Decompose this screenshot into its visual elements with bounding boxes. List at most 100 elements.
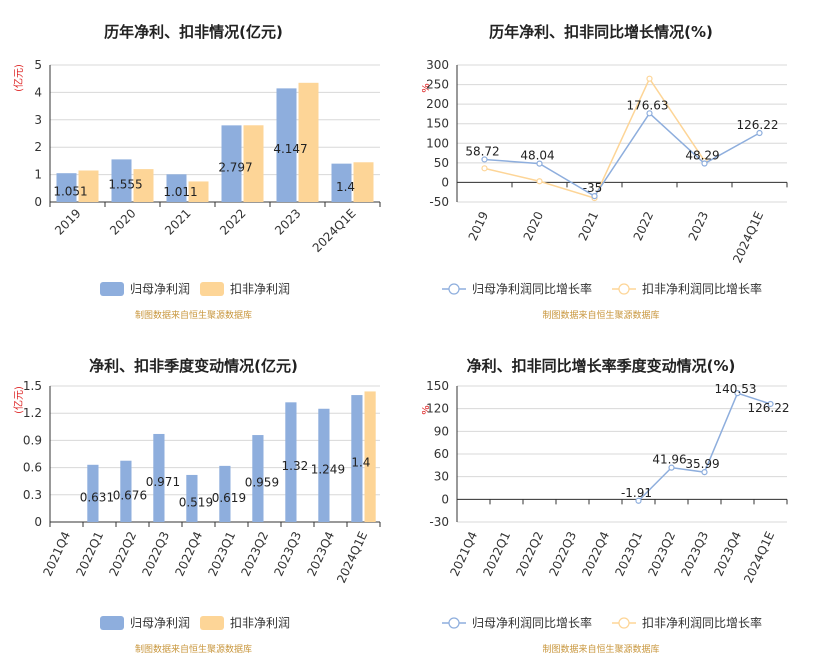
data-label: 0.631 xyxy=(80,490,114,504)
x-tick-label: 2023Q4 xyxy=(711,529,744,578)
y-tick-label: 0 xyxy=(441,175,449,189)
data-label: 1.249 xyxy=(311,462,345,476)
bar xyxy=(166,174,187,202)
y-tick-label: 3 xyxy=(34,113,42,127)
bar xyxy=(331,163,352,202)
bar xyxy=(351,395,363,522)
line-point xyxy=(481,156,488,163)
bar xyxy=(318,408,330,522)
y-tick-label: 50 xyxy=(434,156,449,170)
bar xyxy=(188,181,209,202)
data-label: 1.4 xyxy=(351,456,370,470)
x-tick-label: 2023Q2 xyxy=(238,529,271,578)
y-tick-label: 60 xyxy=(434,447,449,461)
data-label: 1.051 xyxy=(53,185,87,199)
x-tick-label: 2023 xyxy=(686,209,712,243)
bar xyxy=(87,464,99,522)
data-label: -1.91 xyxy=(621,486,652,500)
y-tick-label: 0.3 xyxy=(23,488,42,502)
legend-label: 扣非净利润 xyxy=(230,616,290,630)
panel-annual-profit: 历年净利、扣非情况(亿元) (亿元) 0 1 2 3 4 5 2019 2020 2021 2022 2… xyxy=(0,0,407,334)
data-label: 176.63 xyxy=(627,98,669,112)
y-unit-label: (亿元) xyxy=(12,386,25,414)
legend: 归母净利润 扣非净利润 xyxy=(100,282,290,296)
chart-title: 历年净利、扣非同比增长情况(%) xyxy=(489,23,713,41)
x-tick-label: 2022Q4 xyxy=(579,529,612,578)
x-tick-label: 2023Q1 xyxy=(612,529,645,578)
bar xyxy=(186,474,198,522)
y-unit-label: % xyxy=(421,405,432,415)
data-label: 2.797 xyxy=(218,161,252,175)
bar xyxy=(252,435,264,522)
x-tick-label: 2022Q1 xyxy=(480,529,513,578)
legend-marker xyxy=(618,283,630,295)
bar xyxy=(276,88,297,202)
y-unit-label: (亿元) xyxy=(12,64,25,92)
x-tick-label: 2020 xyxy=(521,209,547,243)
y-tick-label: -50 xyxy=(429,195,449,209)
line-point xyxy=(646,75,653,82)
legend: 归母净利润同比增长率 扣非净利润同比增长率 xyxy=(442,281,762,296)
source-note: 制图数据来自恒生聚源数据库 xyxy=(542,643,659,655)
x-tick-label: 2019 xyxy=(52,206,83,237)
x-tick-label: 2023 xyxy=(272,206,303,237)
chart-quarterly-profit: 净利、扣非季度变动情况(亿元) (亿元) 0 0.3 0.6 0.9 1.2 1.5 2021Q… xyxy=(12,357,381,655)
x-tick-label: 2023Q3 xyxy=(678,529,711,578)
source-note: 制图数据来自恒生聚源数据库 xyxy=(135,643,252,655)
y-tick-label: 300 xyxy=(426,58,449,72)
source-note: 制图数据来自恒生聚源数据库 xyxy=(542,309,659,321)
data-label: 58.72 xyxy=(465,144,499,158)
line-point xyxy=(734,390,741,397)
x-tick-label: 2024Q1E xyxy=(310,206,359,255)
y-tick-label: 150 xyxy=(426,117,449,131)
x-tick-label: 2022Q2 xyxy=(513,529,546,578)
legend: 归母净利润 扣非净利润 xyxy=(100,616,290,630)
y-tick-label: 90 xyxy=(434,424,449,438)
data-label: 1.4 xyxy=(336,180,355,194)
chart-annual-growth: 历年净利、扣非同比增长情况(%)% -50 0 50 100 150 200 250 300 20… xyxy=(421,23,788,321)
data-label: 126.22 xyxy=(737,118,779,132)
chart-quarterly-growth: 净利、扣非同比增长率季度变动情况(%)% -30 0 30 60 90 120 150 2021… xyxy=(421,357,790,655)
x-tick-label: 2024Q1E xyxy=(741,529,777,585)
legend-label: 归母净利润同比增长率 xyxy=(472,281,592,296)
legend-label: 归母净利润 xyxy=(130,282,190,296)
x-tick-label: 2021Q4 xyxy=(40,529,73,578)
line-point xyxy=(756,129,763,137)
chart-title: 净利、扣非同比增长率季度变动情况(%) xyxy=(467,357,736,375)
x-tick-label: 2022 xyxy=(631,209,657,243)
y-tick-label: 250 xyxy=(426,78,449,92)
data-label: -35 xyxy=(583,181,603,195)
data-label: 0.959 xyxy=(245,476,279,490)
line-point xyxy=(767,400,774,408)
bar xyxy=(285,402,297,522)
legend-marker xyxy=(448,283,460,295)
data-label: 0.619 xyxy=(212,491,246,505)
source-note: 制图数据来自恒生聚源数据库 xyxy=(135,309,252,321)
y-tick-label: 5 xyxy=(34,58,42,72)
line-point xyxy=(481,165,488,172)
data-label: 35.99 xyxy=(685,457,719,471)
legend-label: 扣非净利润同比增长率 xyxy=(642,615,762,630)
chart-title: 历年净利、扣非情况(亿元) xyxy=(104,23,283,41)
line-point xyxy=(646,110,653,117)
line-point xyxy=(536,160,543,167)
chart-annual-profit: 历年净利、扣非情况(亿元) (亿元) 0 1 2 3 4 5 2019 2020 2021 2022 2… xyxy=(12,23,381,321)
legend-swatch xyxy=(200,282,224,296)
y-tick-label: 2 xyxy=(34,140,42,154)
x-tick-label: 2023Q4 xyxy=(304,529,337,578)
y-tick-label: 1.2 xyxy=(23,406,42,420)
x-tick-label: 2023Q1 xyxy=(205,529,238,578)
x-tick-label: 2022Q1 xyxy=(73,529,106,578)
x-tick-label: 2021 xyxy=(162,206,193,237)
data-label: 48.29 xyxy=(685,149,719,163)
legend-marker xyxy=(448,617,460,629)
legend-swatch xyxy=(100,616,124,630)
data-label: 48.04 xyxy=(520,149,554,163)
bar xyxy=(243,125,264,202)
x-tick-label: 2024Q1E xyxy=(334,529,370,585)
bar xyxy=(219,465,231,522)
bar xyxy=(364,391,376,522)
data-label: 140.53 xyxy=(715,382,757,396)
bar xyxy=(221,125,242,202)
panel-quarterly-profit: 净利、扣非季度变动情况(亿元) (亿元) 0 0.3 0.6 0.9 1.2 1.5 2021Q… xyxy=(0,334,407,668)
